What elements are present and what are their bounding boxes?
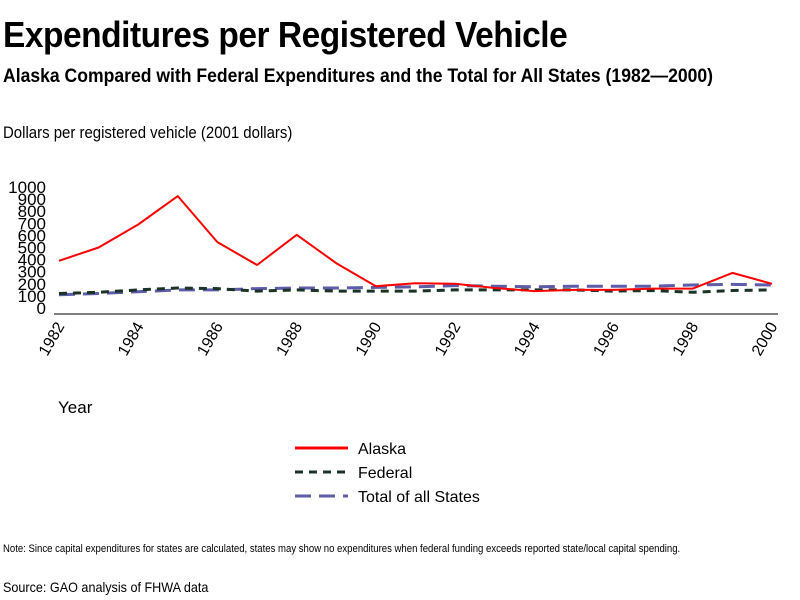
- x-tick-label: 2000: [749, 319, 782, 358]
- y-tick-label: 700: [18, 214, 46, 233]
- y-tick-label: 500: [18, 239, 46, 258]
- x-tick-label: 1986: [194, 319, 227, 358]
- footnote: Note: Since capital expenditures for sta…: [3, 543, 681, 555]
- legend-label: Total of all States: [358, 489, 480, 506]
- x-tick-label: 1992: [432, 319, 465, 358]
- y-axis-caption: Dollars per registered vehicle (2001 dol…: [3, 123, 293, 142]
- y-tick-label: 900: [18, 190, 46, 209]
- x-axis-ticks: 1982 1984 1986 1988 1990 1992 1994 1996 1998 2000: [36, 319, 782, 358]
- series-line-alaska: [58, 195, 773, 293]
- x-tick-label: 1994: [511, 319, 544, 358]
- x-tick-label: 1996: [591, 319, 624, 358]
- x-tick-label: 1988: [274, 319, 307, 358]
- y-tick-label: 0: [37, 299, 46, 318]
- legend-label: Federal: [358, 465, 412, 482]
- legend-label: Alaska: [358, 441, 406, 458]
- x-tick-label: 1998: [670, 319, 703, 358]
- x-tick-label: 1990: [353, 319, 386, 358]
- chart-title: Expenditures per Registered Vehicle: [3, 14, 568, 55]
- legend-item: Federal: [295, 465, 412, 482]
- x-axis-caption: Year: [58, 398, 93, 417]
- y-tick-label: 600: [18, 226, 46, 245]
- x-tick-label: 1984: [115, 319, 148, 358]
- legend-item: Alaska: [295, 441, 406, 458]
- y-tick-label: 200: [18, 275, 46, 294]
- series-lines: [58, 195, 773, 297]
- y-tick-label: 1000: [8, 178, 46, 197]
- y-tick-label: 400: [18, 251, 46, 270]
- x-tick-label: 1982: [36, 319, 69, 358]
- chart-subtitle: Alaska Compared with Federal Expenditure…: [3, 66, 714, 87]
- source-note: Source: GAO analysis of FHWA data: [3, 579, 209, 595]
- y-tick-label: 300: [18, 263, 46, 282]
- y-tick-label: 800: [18, 202, 46, 221]
- y-tick-label: 100: [18, 287, 46, 306]
- legend-item: Total of all States: [295, 489, 480, 506]
- series-line-federal: [58, 286, 773, 295]
- legend: Alaska Federal Total of all States: [295, 441, 480, 506]
